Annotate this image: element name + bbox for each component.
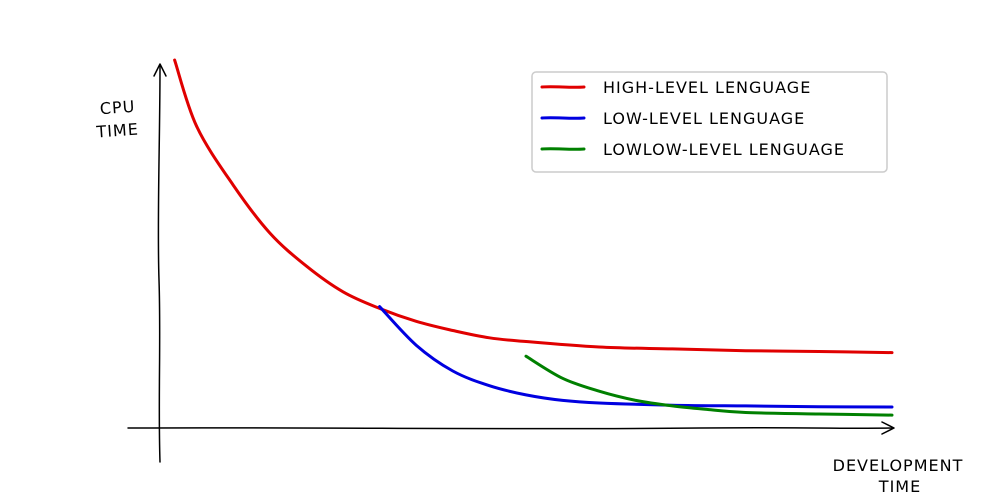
axis-labels: CPU TIME DEVELOPMENT TIME: [95, 97, 964, 496]
y-axis-label-line-1: CPU: [99, 97, 136, 118]
x-axis-label-line-1: DEVELOPMENT: [833, 456, 964, 475]
legend: HIGH-LEVEL LENGUAGE LOW-LEVEL LENGUAGE LOW…: [531, 71, 888, 173]
legend-label-2: LOW-LEVEL LENGUAGE: [603, 109, 805, 128]
series-group: [173, 58, 894, 417]
legend-label-1: HIGH-LEVEL LENGUAGE: [603, 78, 811, 97]
legend-swatch-2: [540, 116, 586, 120]
x-axis-label-line-2: TIME: [878, 477, 921, 496]
legend-box: [531, 71, 888, 173]
y-axis-line: [157, 65, 161, 463]
y-axis-arrowhead: [153, 63, 167, 77]
series-line-2: [378, 305, 894, 409]
legend-label-3: LOWLOW-LEVEL LENGUAGE: [603, 140, 845, 159]
x-axis-line: [127, 426, 893, 430]
axes: [127, 63, 895, 463]
y-axis-label-line-2: TIME: [95, 120, 140, 142]
legend-swatch-3: [540, 147, 586, 151]
legend-swatch-1: [540, 85, 586, 89]
series-line-3: [524, 354, 894, 417]
x-axis-arrowhead: [881, 421, 895, 435]
series-line-1: [173, 58, 894, 355]
